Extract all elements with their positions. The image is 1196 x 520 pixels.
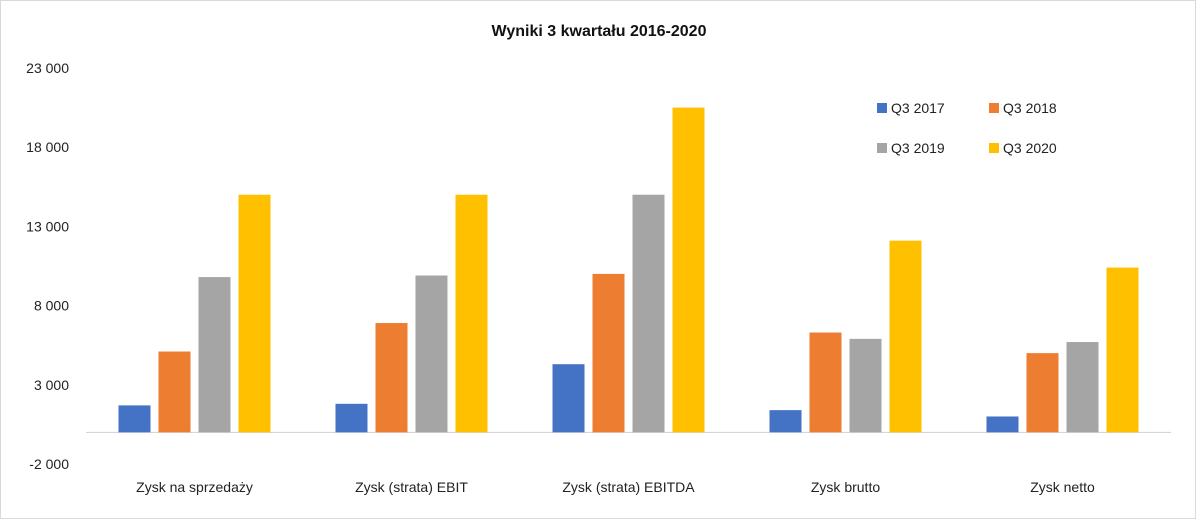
y-tick-label: 13 000 bbox=[26, 218, 69, 234]
category-label: Zysk netto bbox=[1030, 479, 1095, 495]
bar bbox=[1026, 353, 1059, 433]
legend-label: Q3 2019 bbox=[891, 140, 945, 156]
bar bbox=[592, 273, 625, 433]
legend-swatch bbox=[877, 143, 887, 153]
y-tick-label: 8 000 bbox=[34, 298, 69, 314]
legend-label: Q3 2020 bbox=[1003, 140, 1057, 156]
legend-label: Q3 2017 bbox=[891, 100, 945, 116]
y-tick-label: 23 000 bbox=[26, 60, 69, 76]
legend-label: Q3 2018 bbox=[1003, 100, 1057, 116]
legend-swatch bbox=[989, 103, 999, 113]
category-labels: Zysk na sprzedaży Zysk (strata) EBIT Zysk … bbox=[136, 479, 1095, 495]
category-label: Zysk (strata) EBITDA bbox=[562, 479, 695, 495]
bar bbox=[552, 364, 585, 433]
category-label: Zysk brutto bbox=[811, 479, 880, 495]
legend: Q3 2017 Q3 2018 Q3 2019 Q3 2020 bbox=[877, 100, 1057, 156]
bar bbox=[238, 194, 271, 433]
bar bbox=[672, 107, 705, 433]
bar bbox=[769, 410, 802, 433]
category-label: Zysk (strata) EBIT bbox=[355, 479, 468, 495]
chart-title: Wyniki 3 kwartału 2016-2020 bbox=[492, 23, 707, 40]
y-tick-label: 3 000 bbox=[34, 377, 69, 393]
bar bbox=[198, 277, 231, 433]
bar bbox=[1106, 267, 1139, 433]
bar bbox=[375, 323, 408, 433]
legend-swatch bbox=[989, 143, 999, 153]
bar bbox=[158, 351, 191, 433]
bars-group bbox=[118, 107, 1139, 433]
bar bbox=[1066, 342, 1099, 433]
bar bbox=[415, 275, 448, 433]
bar bbox=[809, 332, 842, 433]
bar bbox=[986, 416, 1019, 433]
bar bbox=[632, 194, 665, 433]
category-label: Zysk na sprzedaży bbox=[136, 479, 253, 495]
bar bbox=[335, 403, 368, 433]
legend-swatch bbox=[877, 103, 887, 113]
y-tick-label: -2 000 bbox=[29, 456, 69, 472]
y-tick-label: 18 000 bbox=[26, 139, 69, 155]
bar bbox=[118, 405, 151, 433]
bar bbox=[455, 194, 488, 433]
bar bbox=[889, 240, 922, 433]
y-axis-ticks: 23 000 18 000 13 000 8 000 3 000 -2 000 bbox=[26, 60, 69, 472]
bar bbox=[849, 338, 882, 433]
